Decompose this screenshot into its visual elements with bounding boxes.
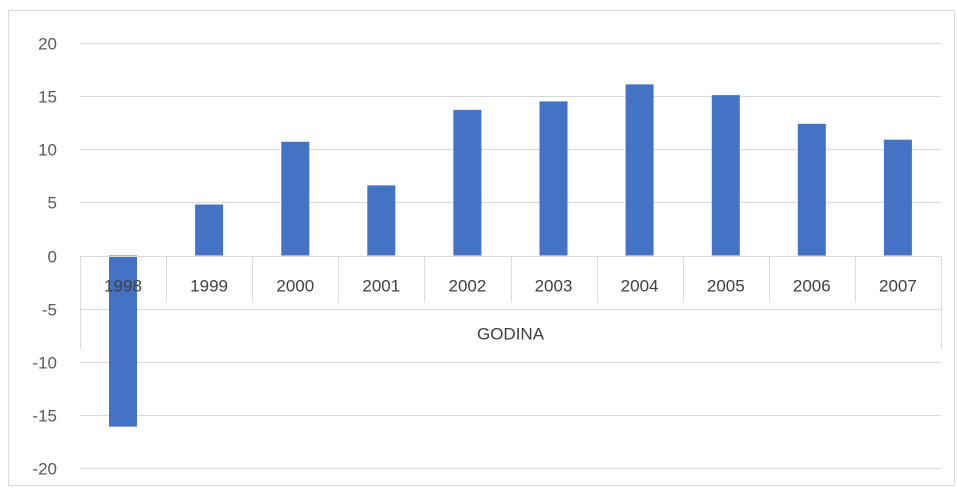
y-axis-tick-labels: 20 15 10 5 0 -5 -10 -15 -20 <box>32 35 57 479</box>
y-tick-label: 15 <box>38 88 57 107</box>
y-tick-label: 20 <box>38 35 57 54</box>
bar-2001 <box>367 185 396 256</box>
x-category-label: 2006 <box>793 277 831 296</box>
y-tick-label: -10 <box>32 354 57 373</box>
y-tick-label: -20 <box>32 460 57 479</box>
y-tick-label: -15 <box>32 407 57 426</box>
bar-2004 <box>625 84 654 256</box>
gridlines <box>80 43 941 469</box>
y-tick-label: 5 <box>48 194 57 213</box>
x-category-label: 2004 <box>621 277 659 296</box>
bars <box>109 84 912 427</box>
x-category-label: 1998 <box>104 277 142 296</box>
bar-2006 <box>797 123 826 256</box>
x-category-label: 2001 <box>362 277 400 296</box>
chart-border <box>8 10 955 486</box>
x-category-label: 2007 <box>879 277 917 296</box>
bar-2002 <box>453 109 482 256</box>
bar-2007 <box>883 139 912 256</box>
bar-1998 <box>109 255 137 427</box>
bar-2000 <box>281 141 310 256</box>
bar-2005 <box>711 95 740 256</box>
x-axis-category-labels: 1998 1999 2000 2001 2002 2003 2004 2005 2006 2007 <box>80 256 942 350</box>
x-category-label: 2000 <box>276 277 314 296</box>
y-tick-label: 0 <box>48 248 57 267</box>
y-tick-label: 10 <box>38 141 57 160</box>
x-category-label: 2002 <box>448 277 486 296</box>
x-axis-title: GODINA <box>477 325 545 344</box>
x-category-label: 2005 <box>707 277 745 296</box>
y-tick-label: -5 <box>42 301 57 320</box>
bar-2003 <box>539 101 568 256</box>
x-category-label: 1999 <box>190 277 228 296</box>
x-category-label: 2003 <box>535 277 573 296</box>
bar-1999 <box>195 204 224 256</box>
